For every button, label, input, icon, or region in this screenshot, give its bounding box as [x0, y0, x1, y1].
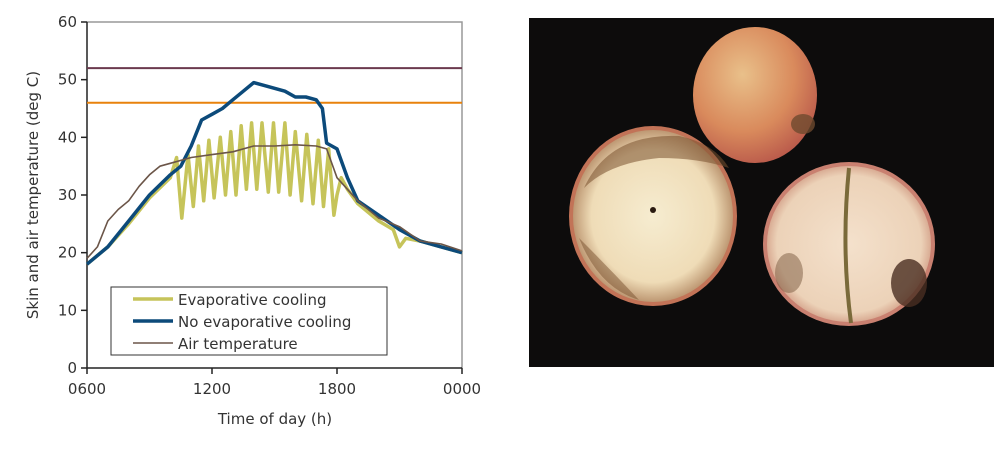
- y-tick-label: 60: [58, 13, 77, 31]
- temperature-chart: 0 10 20 30 40 50 60 0600 1200 1800 0000 Time of d…: [24, 13, 481, 428]
- apple-sunburn-photo: [529, 18, 994, 367]
- x-axis-label: Time of day (h): [217, 410, 332, 428]
- x-tick-label: 1800: [318, 380, 356, 398]
- legend-label-no-evaporative: No evaporative cooling: [178, 313, 351, 331]
- legend: Evaporative cooling No evaporative cooli…: [110, 286, 388, 356]
- series-line-air-temperature: [86, 144, 463, 259]
- y-tick-label: 0: [67, 359, 77, 377]
- y-tick-label: 40: [58, 128, 77, 146]
- y-tick-label: 30: [58, 186, 77, 204]
- series-line-evaporative-cooling: [85, 121, 463, 266]
- y-axis-label: Skin and air temperature (deg C): [24, 71, 42, 319]
- x-tick-label: 0600: [68, 380, 106, 398]
- whole-apple: [693, 27, 817, 163]
- apple-half: [763, 162, 935, 326]
- y-tick-label: 50: [58, 71, 77, 89]
- legend-label-air: Air temperature: [178, 335, 298, 353]
- legend-label-evaporative: Evaporative cooling: [178, 291, 327, 309]
- apple-cross-section: [569, 126, 737, 306]
- y-tick-label: 10: [58, 301, 77, 319]
- y-tick-label: 20: [58, 244, 77, 262]
- x-tick-label: 0000: [443, 380, 481, 398]
- x-tick-label: 1200: [193, 380, 231, 398]
